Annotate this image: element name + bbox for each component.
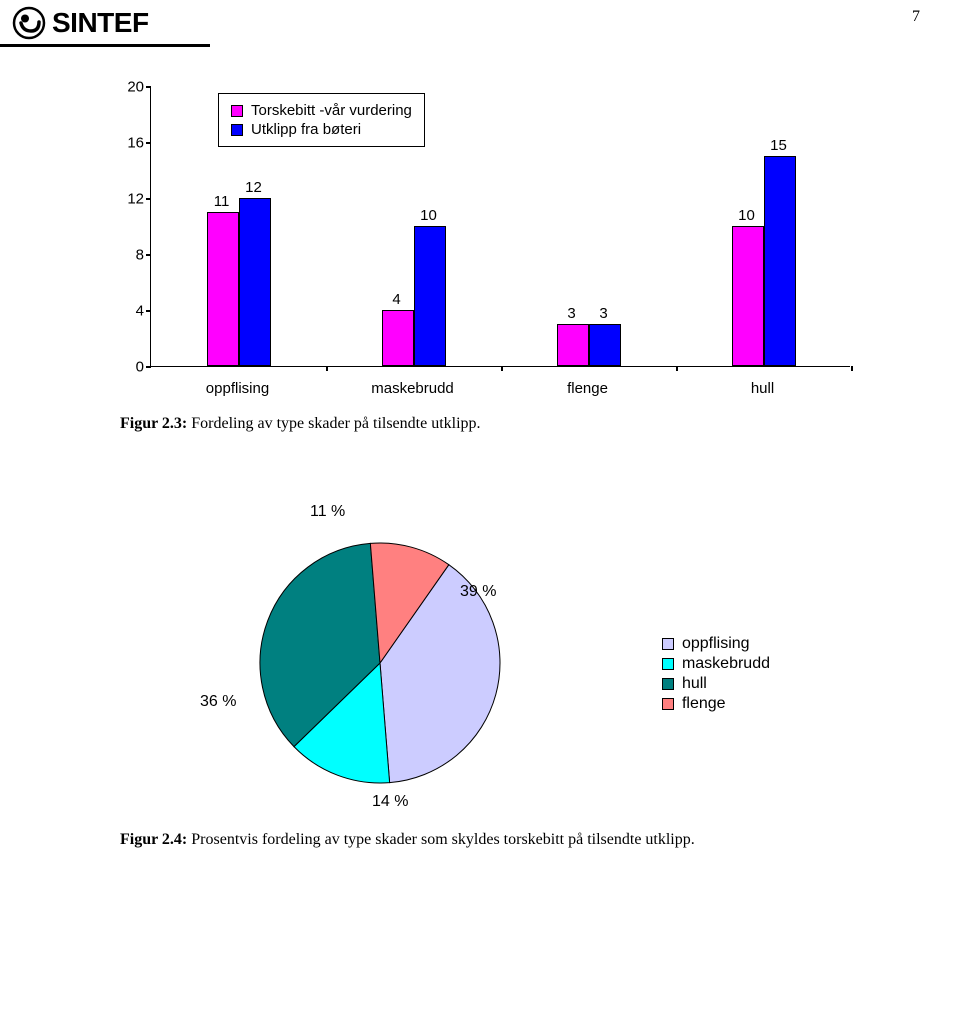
bar-yaxis: 048121620 [110,87,150,367]
bar-value-label: 12 [245,179,262,196]
page-content: 0 4 8 12 16 20 Torskebitt -vår vurdering Utkli… [0,47,960,869]
bar-ytick: 12 [127,191,144,208]
bar-xlabel: flenge [567,380,608,397]
bar-xlabel: oppflising [206,380,269,397]
bar [239,198,271,366]
bar [207,212,239,366]
caption-prefix: Figur 2.4: [120,831,187,848]
bar-ytick: 16 [127,135,144,152]
bar-legend: Torskebitt -vår vurdering Utklipp fra bøt… [218,93,425,147]
pie-chart: 39 % 14 % 36 % 11 % oppflising maskebrudd hul… [110,493,850,823]
bar-value-label: 10 [420,207,437,224]
bar [557,324,589,366]
bar-value-label: 3 [599,305,607,322]
legend-label: flenge [682,695,726,713]
pie-legend: oppflising maskebrudd hull flenge [662,633,770,715]
caption-text: Prosentvis fordeling av type skader som … [187,831,694,848]
legend-item: Utklipp fra bøteri [231,121,412,138]
pie-slice-label: 39 % [460,583,496,601]
legend-swatch [662,698,674,710]
caption-text: Fordeling av type skader på tilsendte ut… [187,415,480,432]
legend-label: maskebrudd [682,655,770,673]
bar-value-label: 3 [567,305,575,322]
page-number: 7 [912,8,920,26]
bar [764,156,796,366]
legend-label: hull [682,675,707,693]
logo: SINTEF [0,0,210,47]
bar-ytick: 20 [127,79,144,96]
bar-xlabel: maskebrudd [371,380,454,397]
legend-item: maskebrudd [662,655,770,673]
bar-chart: 048121620 Torskebitt -vår vurderingUtkli… [110,87,850,407]
bar [589,324,621,366]
legend-item: Torskebitt -vår vurdering [231,102,412,119]
bar-group [557,324,621,366]
bar-value-label: 4 [392,291,400,308]
legend-swatch [662,658,674,670]
bar-ytick: 8 [136,247,144,264]
legend-swatch [662,678,674,690]
bar [382,310,414,366]
bar-group [732,156,796,366]
bar [414,226,446,366]
caption-prefix: Figur 2.3: [120,415,187,432]
legend-item: flenge [662,695,770,713]
bar-ytick: 0 [136,359,144,376]
pie-slice-label: 14 % [372,793,408,811]
legend-swatch [231,105,243,117]
pie-slice-label: 11 % [310,503,345,521]
bar-group [207,198,271,366]
bar-value-label: 10 [738,207,755,224]
legend-label: Utklipp fra bøteri [251,121,361,138]
legend-item: hull [662,675,770,693]
bar-xlabel: hull [751,380,774,397]
legend-label: Torskebitt -vår vurdering [251,102,412,119]
pie-svg [250,533,510,793]
bar [732,226,764,366]
logo-text: SINTEF [52,7,149,39]
legend-swatch [662,638,674,650]
pie-slice-label: 36 % [200,693,236,711]
bar-group [382,226,446,366]
sintef-logo-icon [12,6,46,40]
pie-chart-caption: Figur 2.4: Prosentvis fordeling av type … [120,831,880,849]
legend-item: oppflising [662,635,770,653]
legend-label: oppflising [682,635,750,653]
bar-value-label: 11 [214,193,230,210]
bar-chart-caption: Figur 2.3: Fordeling av type skader på t… [120,415,880,433]
legend-swatch [231,124,243,136]
bar-value-label: 15 [770,137,787,154]
bar-ytick: 4 [136,303,144,320]
